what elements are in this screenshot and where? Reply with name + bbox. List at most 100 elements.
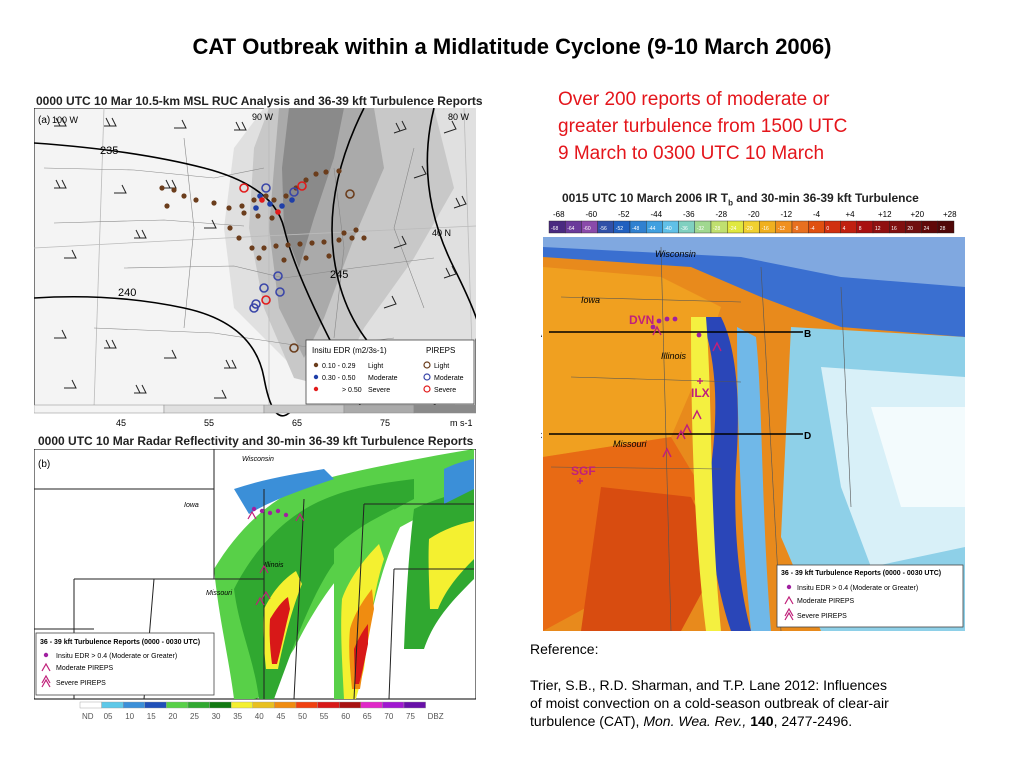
ir-cell-label: -28: [713, 226, 720, 232]
ir-scale-cell: [937, 220, 955, 234]
summary-text: Over 200 reports of moderate or greater …: [558, 86, 958, 167]
ir-scale-label: +28: [943, 210, 957, 219]
summary-line: 9 March to 0300 UTC 10 March: [558, 143, 825, 164]
ir-scale-label: -44: [651, 210, 663, 219]
dbz-tick-label: 70: [384, 712, 393, 721]
ir-cell-label: -16: [762, 226, 769, 232]
svg-text:Severe PIREPS: Severe PIREPS: [797, 613, 847, 620]
dbz-tick-label: 05: [104, 712, 113, 721]
state-label-illinois: Illinois: [264, 562, 284, 569]
dbz-color-cell: [101, 701, 124, 709]
svg-text:Light: Light: [434, 363, 449, 370]
ir-cell-label: -48: [632, 226, 639, 232]
panel-c-map: -68 -60 -52 -44 -36 -28 -20 -12 -4 +4 +12 +20 +28 -6…: [541, 207, 967, 632]
svg-text:Insitu EDR > 0.4 (Moderate or: Insitu EDR > 0.4 (Moderate or Greater): [797, 585, 918, 592]
reference-volume: 140: [746, 713, 774, 729]
reference-heading: Reference:: [530, 641, 599, 657]
contour-label-235: 235: [100, 145, 118, 157]
lon-label-80w: 80 W: [448, 112, 470, 122]
dbz-color-cell: [144, 701, 167, 709]
ir-cell-label: -4: [810, 226, 815, 232]
panel-a-map: (a) 100 W 90 W 80 W 40 N 235 240 245 Ins…: [34, 108, 476, 428]
dbz-color-cell: [382, 701, 405, 709]
svg-text:Severe: Severe: [434, 387, 456, 394]
state-label-iowa: Iowa: [184, 502, 199, 509]
ir-cell-label: 20: [907, 226, 913, 232]
svg-text:75: 75: [380, 418, 390, 428]
svg-text:65: 65: [292, 418, 302, 428]
dbz-color-cell: [166, 701, 189, 709]
lon-label-90w: 90 W: [252, 112, 274, 122]
ir-cell-label: -68: [551, 226, 558, 232]
ir-cell-label: 12: [875, 226, 881, 232]
panel-b-title: 0000 UTC 10 Mar Radar Reflectivity and 3…: [38, 434, 474, 448]
panel-b-letter: (b): [38, 459, 50, 470]
ir-cell-label: -52: [616, 226, 623, 232]
reference: Reference: Trier, S.B., R.D. Sharman, an…: [530, 640, 1020, 730]
dbz-tick-label: 40: [255, 712, 264, 721]
ir-cell-label: -36: [681, 226, 688, 232]
pirep-legend-title: PIREPS: [426, 346, 455, 355]
ir-cell-label: -60: [583, 226, 590, 232]
dbz-color-cell: [79, 701, 102, 709]
dbz-color-cell: [274, 701, 297, 709]
station-ilx: ILX: [691, 386, 710, 400]
dbz-tick-label: 15: [147, 712, 156, 721]
svg-text:Insitu EDR > 0.4 (Moderate or: Insitu EDR > 0.4 (Moderate or Greater): [56, 653, 177, 660]
svg-text:m s-1: m s-1: [450, 418, 473, 428]
ir-scale-label: -12: [781, 210, 793, 219]
reference-line: Trier, S.B., R.D. Sharman, and T.P. Lane…: [530, 677, 887, 693]
ir-scale-cells: -68 -64 -60 -56 -52 -48 -44 -40 -36 -32 -28 -24 -20-…: [548, 220, 955, 234]
ir-cell-label: 4: [843, 226, 846, 232]
ir-scale-labels: -68 -60 -52 -44 -36 -28 -20 -12 -4 +4 +12 +20 +28: [553, 210, 957, 219]
ir-scale-label: -60: [586, 210, 598, 219]
svg-text:36 - 39 kft Turbulence Reports: 36 - 39 kft Turbulence Reports (0000 - 0…: [781, 570, 941, 577]
ir-scale-label: -68: [553, 210, 565, 219]
ir-scale-label: -36: [683, 210, 695, 219]
svg-text:55: 55: [204, 418, 214, 428]
panel-a-legend: Insitu EDR (m2/3s-1) PIREPS 0.10 - 0.29 …: [305, 339, 475, 405]
section-label-b: B: [804, 329, 811, 340]
panel-a-letter: (a): [38, 115, 50, 126]
edr-legend-title: Insitu EDR (m2/3s-1): [312, 346, 387, 355]
dbz-tick-label: 45: [276, 712, 285, 721]
ir-cell-label: -44: [648, 226, 655, 232]
dbz-tick-label: 50: [298, 712, 307, 721]
state-label-missouri: Missouri: [613, 439, 648, 449]
svg-text:Moderate: Moderate: [434, 375, 464, 382]
dbz-color-cell: [295, 701, 318, 709]
ir-cell-label: -32: [697, 226, 704, 232]
dbz-tick-label: 55: [320, 712, 329, 721]
panel-b-legend: 36 - 39 kft Turbulence Reports (0000 - 0…: [35, 632, 215, 696]
ir-scale-label: +12: [878, 210, 892, 219]
svg-text:Severe PIREPS: Severe PIREPS: [56, 680, 106, 687]
dbz-color-cell: [230, 701, 253, 709]
svg-text:45: 45: [116, 418, 126, 428]
ir-cell-label: -64: [567, 226, 574, 232]
dbz-color-cell: [360, 701, 383, 709]
svg-text:0.30 - 0.50: 0.30 - 0.50: [322, 375, 356, 382]
svg-text:Moderate PIREPS: Moderate PIREPS: [56, 665, 114, 672]
contour-label-240: 240: [118, 287, 136, 299]
reference-line: of moist convection on a cold-season out…: [530, 695, 889, 711]
dbz-color-cell: [187, 701, 210, 709]
dbz-color-cell: [403, 701, 426, 709]
ir-scale-label: -28: [716, 210, 728, 219]
summary-line: greater turbulence from 1500 UTC: [558, 116, 848, 137]
lon-label-100w: 100 W: [52, 115, 79, 125]
ir-scale-label: +4: [846, 210, 856, 219]
state-label-illinois: Illinois: [661, 351, 687, 361]
section-label-d: D: [804, 431, 811, 442]
station-sgf: SGF: [571, 464, 596, 478]
dbz-tick-label: 20: [168, 712, 177, 721]
panel-a-title: 0000 UTC 10 Mar 10.5-km MSL RUC Analysis…: [36, 94, 483, 108]
ir-scale-label: +20: [911, 210, 925, 219]
svg-text:0.10 - 0.29: 0.10 - 0.29: [322, 363, 356, 370]
dbz-color-cell: [339, 701, 362, 709]
svg-text:Severe: Severe: [368, 387, 390, 394]
dbz-tick-label: 25: [190, 712, 199, 721]
dbz-tick-label: DBZ: [428, 712, 444, 721]
dbz-tick-label: 60: [341, 712, 350, 721]
ir-scale-label: -20: [748, 210, 760, 219]
dbz-tick-label: 30: [212, 712, 221, 721]
